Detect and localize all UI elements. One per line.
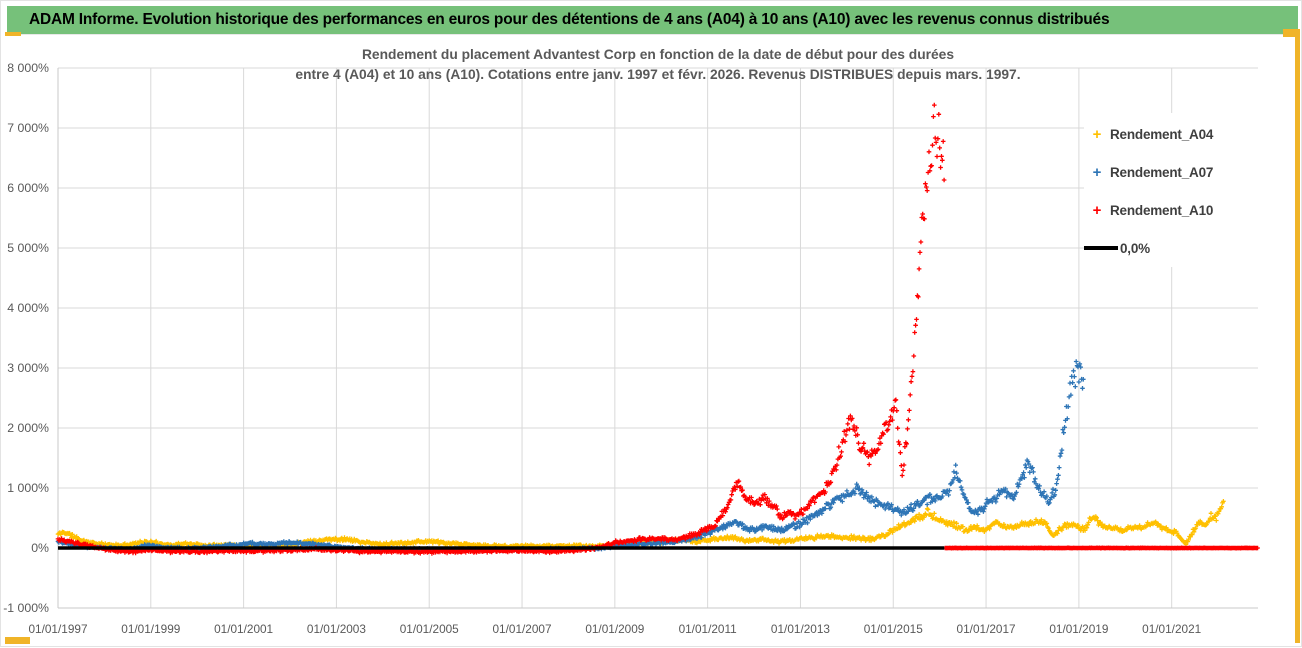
x-tick-label: 01/01/2007 (493, 622, 552, 636)
series-rendement_a04[interactable] (55, 499, 1226, 551)
y-tick-label: 0% (31, 541, 49, 555)
accent-right-border (1295, 35, 1300, 643)
x-tick-label: 01/01/2019 (1049, 622, 1108, 636)
legend-label: Rendement_A07 (1110, 164, 1214, 180)
series-rendement_a07[interactable] (55, 359, 1086, 554)
y-tick-label: 4 000% (7, 301, 49, 315)
y-tick-label: 8 000% (7, 61, 49, 75)
accent-under-header-left (5, 32, 21, 36)
x-tick-label: 01/01/2005 (400, 622, 459, 636)
legend-label: Rendement_A04 (1110, 126, 1214, 142)
legend-plus-marker-icon: + (1092, 201, 1102, 219)
x-tick-label: 01/01/2009 (585, 622, 644, 636)
x-tick-label: 01/01/2011 (679, 622, 737, 636)
x-tick-label: 01/01/2021 (1142, 622, 1201, 636)
y-tick-label: -1 000% (3, 601, 49, 615)
accent-tab-bottom-left (5, 637, 30, 644)
chart-title-line2: entre 4 (A04) et 10 ans (A10). Cotations… (295, 67, 1021, 82)
legend-item-0-0-[interactable]: 0,0% (1084, 229, 1268, 267)
legend-item-rendement-a07[interactable]: + Rendement_A07 (1084, 153, 1268, 191)
legend-item-rendement-a04[interactable]: + Rendement_A04 (1084, 115, 1268, 153)
y-tick-label: 5 000% (7, 241, 49, 255)
x-tick-label: 01/01/2015 (864, 622, 923, 636)
y-tick-label: 2 000% (7, 421, 49, 435)
x-tick-label: 01/01/1999 (121, 622, 180, 636)
x-tick-label: 01/01/2003 (307, 622, 366, 636)
report-title: ADAM Informe. Evolution historique des p… (29, 11, 1110, 28)
y-tick-label: 3 000% (7, 361, 49, 375)
legend-label: Rendement_A10 (1110, 202, 1214, 218)
legend-plus-marker-icon: + (1092, 125, 1102, 143)
y-tick-label: 1 000% (7, 481, 49, 495)
y-tick-label: 6 000% (7, 181, 49, 195)
y-tick-label: 7 000% (7, 121, 49, 135)
report-title-bar[interactable]: ADAM Informe. Evolution historique des p… (7, 6, 1298, 35)
legend-plus-marker-icon: + (1092, 163, 1102, 181)
chart-title-line1: Rendement du placement Advantest Corp en… (361, 47, 955, 62)
legend-label: 0,0% (1120, 240, 1150, 256)
legend-item-rendement-a10[interactable]: + Rendement_A10 (1084, 191, 1268, 229)
x-tick-label: 01/01/2001 (214, 622, 273, 636)
x-tick-label: 01/01/2013 (771, 622, 830, 636)
x-tick-label: 01/01/2017 (957, 622, 1016, 636)
legend-line-marker-icon (1084, 246, 1118, 250)
chart-title: Rendement du placement Advantest Corp en… (58, 45, 1258, 85)
chart-legend: + Rendement_A04 + Rendement_A07 + Rendement_A… (1084, 113, 1268, 267)
accent-corner-top-right (1283, 29, 1300, 37)
x-tick-label: 01/01/1997 (28, 622, 87, 636)
